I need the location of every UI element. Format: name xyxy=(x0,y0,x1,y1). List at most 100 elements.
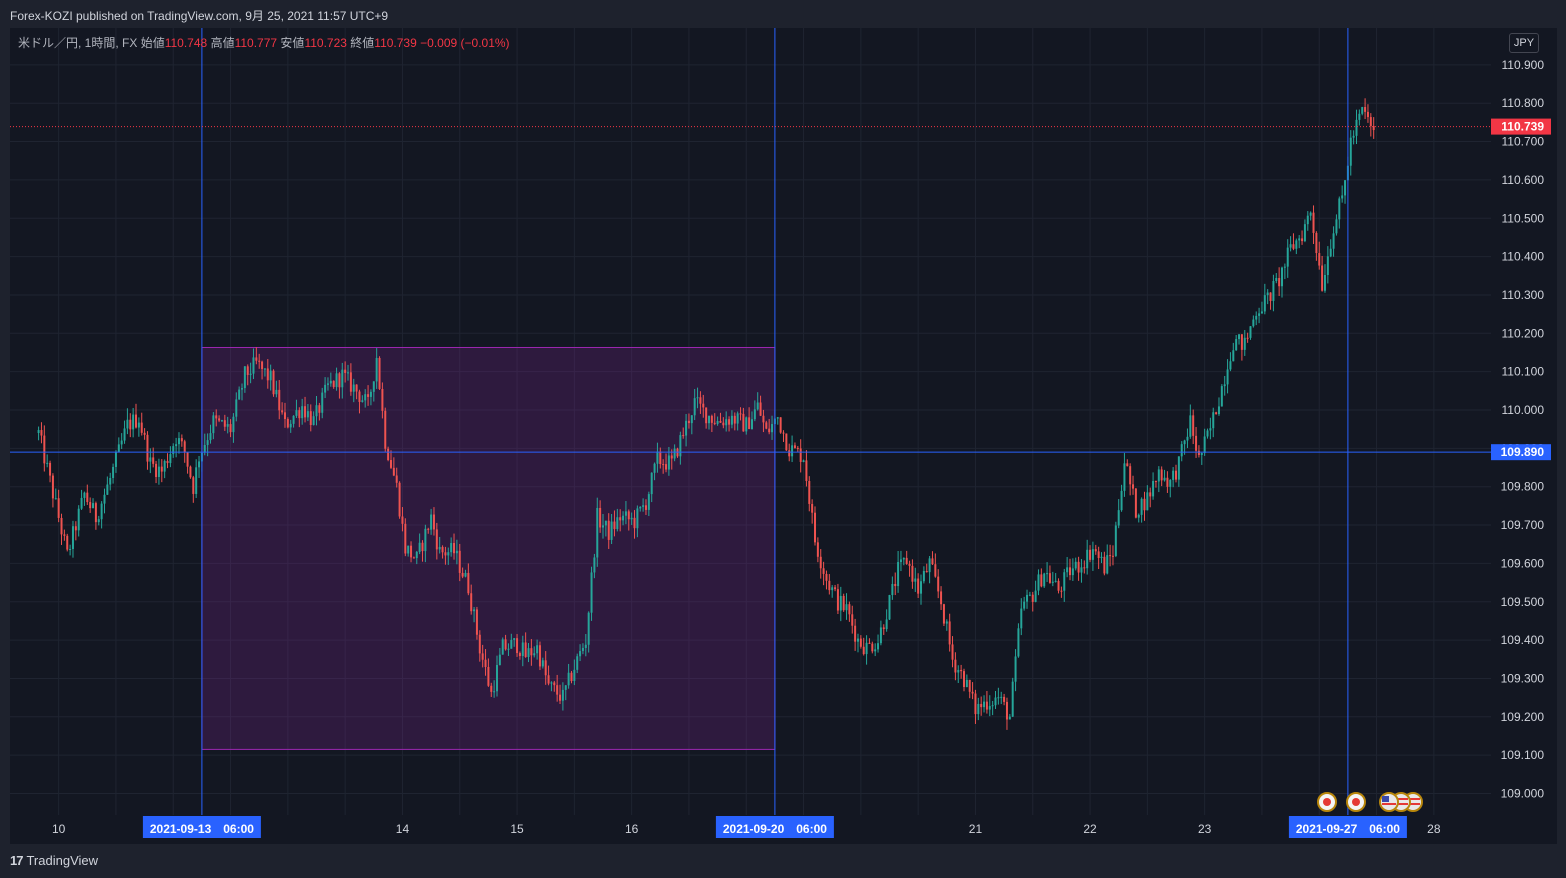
range-box[interactable] xyxy=(201,346,776,750)
candle-body xyxy=(805,460,808,481)
candle-body xyxy=(415,551,418,559)
candle-body xyxy=(659,451,662,465)
candle-body xyxy=(974,693,977,715)
candle-body xyxy=(696,397,699,399)
candle-body xyxy=(859,638,862,647)
candle-body xyxy=(791,445,794,457)
candle-body xyxy=(879,627,882,644)
candle-body xyxy=(1083,567,1086,569)
candle-body xyxy=(928,558,931,573)
price-tick-label: 110.100 xyxy=(1502,365,1545,379)
candle-body xyxy=(971,691,974,694)
candle-body xyxy=(1175,470,1177,480)
time-axis[interactable]: 101415161721222324282021-09-13 06:002021… xyxy=(52,816,1441,838)
candle-body xyxy=(587,612,590,645)
candle-body xyxy=(441,546,444,553)
candle-body xyxy=(1146,492,1149,511)
price-tick-label: 110.400 xyxy=(1502,250,1545,264)
candle-body xyxy=(716,421,719,424)
event-jp-flag-icon[interactable] xyxy=(1346,792,1366,812)
candle-body xyxy=(1312,212,1315,233)
tradingview-logo[interactable]: 17 TradingView xyxy=(10,853,98,868)
candle-body xyxy=(1003,696,1006,702)
candle-body xyxy=(1068,567,1071,576)
candle-body xyxy=(937,576,940,592)
candle-body xyxy=(1335,219,1338,234)
candle-body xyxy=(80,497,83,509)
low-value: 110.723 xyxy=(304,36,347,50)
candle-body xyxy=(1180,444,1183,457)
candle-body xyxy=(326,383,329,385)
candle-body xyxy=(1309,212,1312,216)
price-axis[interactable]: 110.900 110.800 110.700 110.600 110.500 110.4… xyxy=(1491,58,1551,801)
candle-body xyxy=(1252,319,1255,327)
candle-body xyxy=(344,369,347,373)
event-us-flag-icon[interactable] xyxy=(1379,792,1399,812)
candle-body xyxy=(908,563,911,566)
candle-body xyxy=(369,391,372,397)
candle-body xyxy=(404,523,407,554)
candle-body xyxy=(922,571,925,582)
time-highlight-label: 2021-09-20 06:00 xyxy=(723,822,827,836)
candle-body xyxy=(1126,463,1129,467)
candle-body xyxy=(160,466,163,472)
grid xyxy=(10,28,1491,815)
candle-body xyxy=(349,372,352,392)
candle-body xyxy=(905,557,908,564)
candle-body xyxy=(172,446,175,455)
candle-body xyxy=(739,413,742,415)
candle-body xyxy=(856,638,859,642)
range-box-rect[interactable] xyxy=(201,346,776,750)
time-tick-label: 22 xyxy=(1083,822,1097,836)
economic-events[interactable] xyxy=(1317,792,1423,812)
candle-body xyxy=(644,505,647,510)
event-jp-flag-icon[interactable] xyxy=(1317,792,1337,812)
vertical-lines[interactable] xyxy=(201,28,1349,815)
candle-body xyxy=(819,556,822,569)
candle-body xyxy=(570,672,573,682)
candle-body xyxy=(765,422,768,429)
candle-body xyxy=(493,691,496,693)
candle-body xyxy=(1071,568,1074,576)
symbol-label[interactable]: 米ドル／円, 1時間, FX xyxy=(18,36,138,50)
open-label: 始値 xyxy=(140,36,165,50)
candle-body xyxy=(848,604,851,615)
candle-body xyxy=(776,417,779,419)
candle-body xyxy=(925,571,928,573)
candle-body xyxy=(1275,277,1278,281)
candle-body xyxy=(473,609,476,612)
candle-body xyxy=(825,573,828,581)
candle-body xyxy=(1189,415,1192,437)
candle-body xyxy=(1232,350,1235,362)
candle-body xyxy=(364,394,367,401)
candle-body xyxy=(768,428,771,433)
candle-body xyxy=(920,581,923,594)
candle-body xyxy=(226,424,229,427)
candle-body xyxy=(1057,580,1060,591)
price-label-blue xyxy=(1491,444,1551,461)
candle-body xyxy=(882,627,885,630)
candle-body xyxy=(914,578,917,582)
candle-body xyxy=(1361,107,1364,114)
candle-body xyxy=(756,402,759,410)
candle-body xyxy=(484,659,487,667)
candle-body xyxy=(868,642,871,644)
candle-body xyxy=(381,388,384,411)
candle-body xyxy=(940,591,943,605)
candle-body xyxy=(1086,549,1089,569)
candle-body xyxy=(252,357,255,374)
chart[interactable]: 110.900 110.800 110.700 110.600 110.500 110.4… xyxy=(0,0,1566,844)
candle-body xyxy=(1160,469,1163,481)
candle-body xyxy=(593,557,596,573)
candle-body xyxy=(309,411,312,426)
candle-body xyxy=(1352,135,1355,138)
candles xyxy=(37,98,1375,730)
candle-body xyxy=(94,503,97,523)
chart-background xyxy=(10,28,1491,815)
candle-body xyxy=(1292,244,1295,249)
candle-body xyxy=(831,587,834,591)
currency-button[interactable]: JPY xyxy=(1509,33,1539,53)
candle-body xyxy=(1140,498,1143,515)
candle-body xyxy=(106,484,109,495)
candle-body xyxy=(985,701,988,710)
